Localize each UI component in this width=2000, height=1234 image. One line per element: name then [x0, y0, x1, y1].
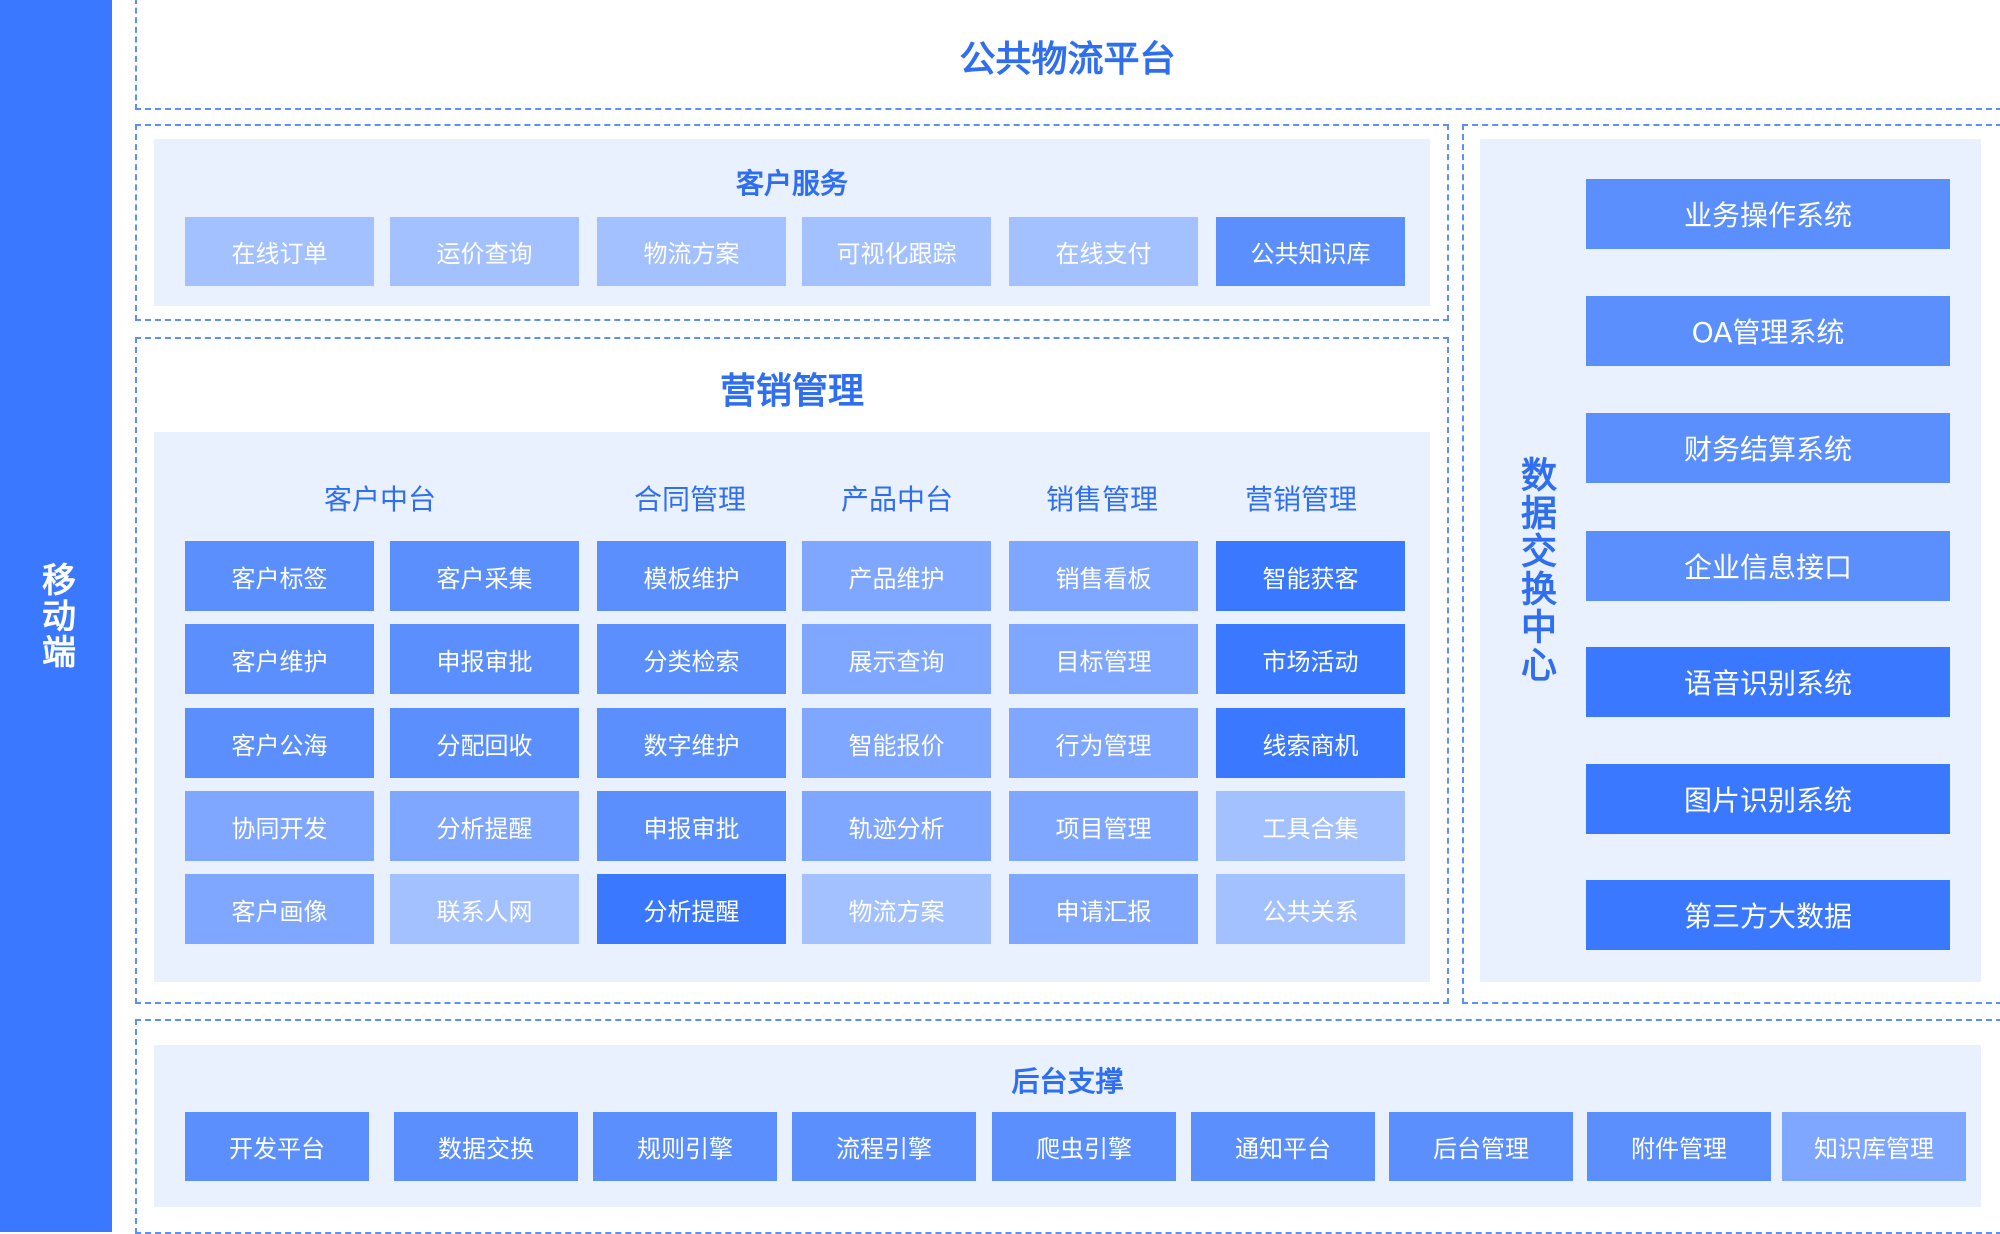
marketing-column-header: 产品中台 — [840, 483, 953, 516]
data-center-system[interactable]: OA管理系统 — [1586, 296, 1950, 366]
customer-service-title: 客户服务 — [735, 167, 848, 200]
marketing-item[interactable]: 申报审批 — [597, 791, 786, 861]
backend-title: 后台支撑 — [1011, 1065, 1124, 1098]
backend-item[interactable]: 知识库管理 — [1782, 1112, 1966, 1181]
customer-service-item[interactable]: 在线支付 — [1009, 217, 1198, 286]
marketing-item[interactable]: 物流方案 — [802, 874, 991, 944]
marketing-item[interactable]: 分析提醒 — [597, 874, 786, 944]
marketing-item[interactable]: 智能获客 — [1216, 541, 1405, 611]
marketing-item[interactable]: 展示查询 — [802, 624, 991, 694]
data-center-system[interactable]: 第三方大数据 — [1586, 880, 1950, 950]
marketing-item[interactable]: 分配回收 — [390, 708, 579, 778]
customer-service-item[interactable]: 运价查询 — [390, 217, 579, 286]
customer-service-item[interactable]: 可视化跟踪 — [802, 217, 991, 286]
marketing-column-header: 销售管理 — [1045, 483, 1158, 516]
customer-service-section — [135, 124, 1449, 321]
marketing-item[interactable]: 轨迹分析 — [802, 791, 991, 861]
marketing-item[interactable]: 客户标签 — [185, 541, 374, 611]
customer-service-item[interactable]: 物流方案 — [597, 217, 786, 286]
marketing-item[interactable]: 客户画像 — [185, 874, 374, 944]
data-center-section — [1462, 124, 2000, 1004]
marketing-section — [135, 337, 1449, 1004]
marketing-item[interactable]: 分析提醒 — [390, 791, 579, 861]
marketing-item[interactable]: 行为管理 — [1009, 708, 1198, 778]
backend-item[interactable]: 开发平台 — [185, 1112, 369, 1181]
backend-item[interactable]: 爬虫引擎 — [992, 1112, 1176, 1181]
marketing-item[interactable]: 线索商机 — [1216, 708, 1405, 778]
platform-title: 公共物流平台 — [959, 39, 1176, 80]
platform-section — [135, 0, 2000, 110]
marketing-item[interactable]: 协同开发 — [185, 791, 374, 861]
marketing-item[interactable]: 分类检索 — [597, 624, 786, 694]
marketing-item[interactable]: 智能报价 — [802, 708, 991, 778]
marketing-item[interactable]: 客户公海 — [185, 708, 374, 778]
marketing-item[interactable]: 项目管理 — [1009, 791, 1198, 861]
marketing-item[interactable]: 公共关系 — [1216, 874, 1405, 944]
backend-item[interactable]: 规则引擎 — [593, 1112, 777, 1181]
marketing-title: 营销管理 — [719, 371, 864, 412]
marketing-item[interactable]: 目标管理 — [1009, 624, 1198, 694]
marketing-item[interactable]: 销售看板 — [1009, 541, 1198, 611]
data-center-system[interactable]: 图片识别系统 — [1586, 764, 1950, 834]
data-center-title: 数据交换中心 — [1515, 456, 1556, 684]
marketing-item[interactable]: 客户采集 — [390, 541, 579, 611]
mobile-sidebar: 移动端 — [0, 0, 112, 1232]
data-center-system[interactable]: 语音识别系统 — [1586, 647, 1950, 717]
customer-service-item[interactable]: 公共知识库 — [1216, 217, 1405, 286]
backend-item[interactable]: 后台管理 — [1389, 1112, 1573, 1181]
mobile-label: 移动端 — [35, 562, 76, 670]
backend-item[interactable]: 附件管理 — [1587, 1112, 1771, 1181]
marketing-item[interactable]: 市场活动 — [1216, 624, 1405, 694]
marketing-item[interactable]: 客户维护 — [185, 624, 374, 694]
marketing-item[interactable]: 工具合集 — [1216, 791, 1405, 861]
marketing-item[interactable]: 产品维护 — [802, 541, 991, 611]
data-center-system[interactable]: 企业信息接口 — [1586, 531, 1950, 601]
marketing-column-header: 营销管理 — [1244, 483, 1357, 516]
marketing-item[interactable]: 申请汇报 — [1009, 874, 1198, 944]
marketing-item[interactable]: 数字维护 — [597, 708, 786, 778]
customer-service-item[interactable]: 在线订单 — [185, 217, 374, 286]
marketing-item[interactable]: 联系人网 — [390, 874, 579, 944]
backend-item[interactable]: 数据交换 — [394, 1112, 578, 1181]
data-center-system[interactable]: 业务操作系统 — [1586, 179, 1950, 249]
marketing-item[interactable]: 模板维护 — [597, 541, 786, 611]
backend-item[interactable]: 流程引擎 — [792, 1112, 976, 1181]
backend-item[interactable]: 通知平台 — [1191, 1112, 1375, 1181]
marketing-column-header: 客户中台 — [323, 483, 436, 516]
marketing-item[interactable]: 申报审批 — [390, 624, 579, 694]
marketing-column-header: 合同管理 — [633, 483, 746, 516]
data-center-system[interactable]: 财务结算系统 — [1586, 413, 1950, 483]
